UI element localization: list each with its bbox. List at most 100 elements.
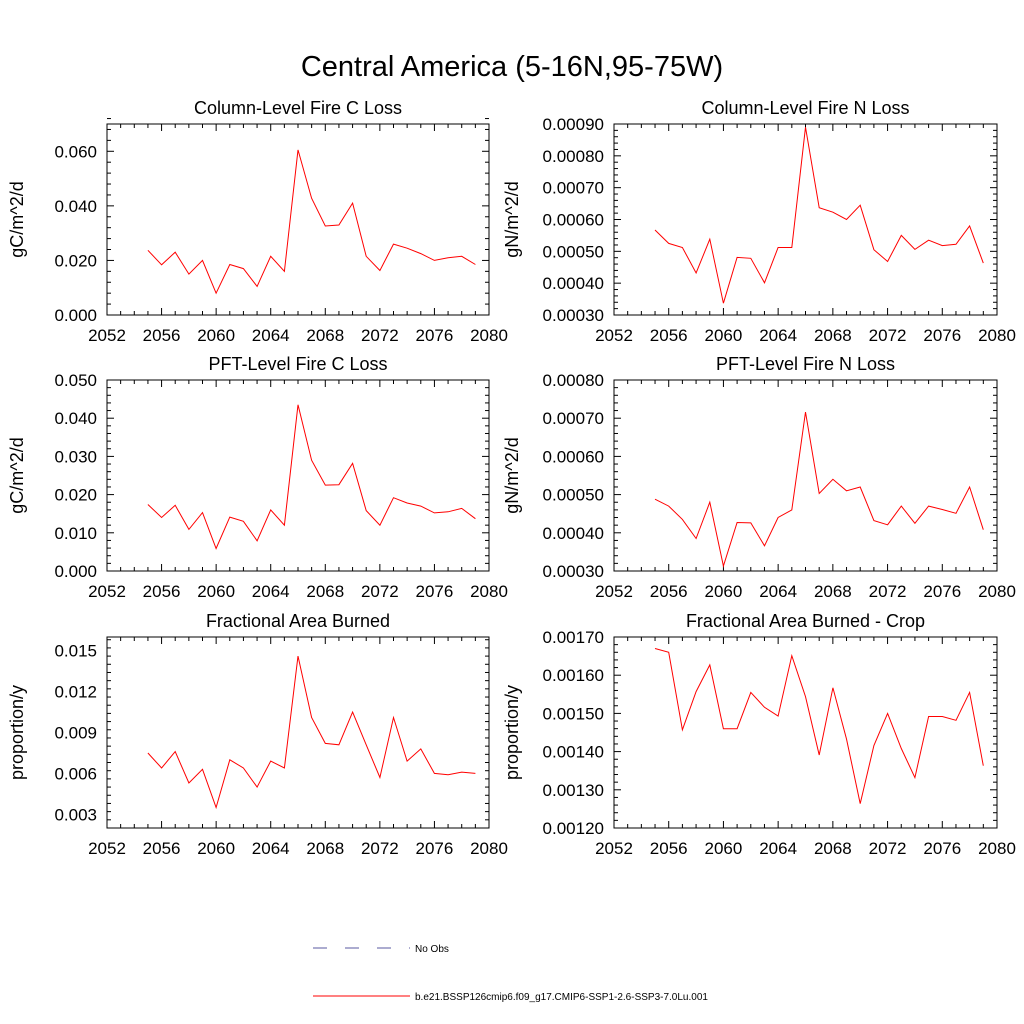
y-axis-label: proportion/y [7,685,27,780]
x-tick-label: 2080 [978,839,1016,858]
y-tick-label: 0.00060 [543,447,604,466]
x-tick-label: 2076 [923,582,961,601]
x-tick-label: 2068 [814,582,852,601]
x-tick-label: 2080 [978,326,1016,345]
series-line [654,412,984,568]
x-tick-label: 2072 [869,326,907,345]
chart-panel: Column-Level Fire C Loss gC/m^2/d 2052 2056… [7,98,508,345]
y-tick-label: 0.00130 [543,781,604,800]
y-tick-label: 0.00080 [543,147,604,166]
x-tick-label: 2060 [705,326,743,345]
x-tick-label: 2068 [306,582,344,601]
x-tick-label: 2052 [88,839,126,858]
chart-title: PFT-Level Fire C Loss [208,354,387,374]
y-tick-label: 0.050 [54,371,97,390]
x-tick-label: 2052 [88,326,126,345]
y-tick-label: 0.006 [54,764,97,783]
x-tick-label: 2052 [595,582,633,601]
y-tick-label: 0.000 [54,306,97,325]
chart-title: Column-Level Fire N Loss [701,98,909,118]
chart-panel: Fractional Area Burned - Crop proportion/… [502,611,1016,858]
series-line [654,648,984,804]
y-tick-label: 0.00140 [543,743,604,762]
y-tick-label: 0.015 [54,642,97,661]
x-tick-label: 2072 [361,582,399,601]
x-tick-label: 2080 [978,582,1016,601]
y-tick-label: 0.00050 [543,486,604,505]
y-axis-label: gN/m^2/d [502,181,522,257]
chart-title: Column-Level Fire C Loss [194,98,402,118]
y-tick-label: 0.040 [54,409,97,428]
series-line [147,149,476,295]
x-tick-label: 2068 [306,326,344,345]
x-tick-label: 2060 [705,839,743,858]
x-tick-label: 2072 [869,839,907,858]
chart-title: Fractional Area Burned [206,611,390,631]
x-tick-label: 2052 [88,582,126,601]
x-tick-label: 2056 [143,582,181,601]
x-tick-label: 2060 [197,839,235,858]
plot-frame [613,379,998,572]
y-tick-label: 0.00060 [543,211,604,230]
x-tick-label: 2068 [814,326,852,345]
y-tick-label: 0.00040 [543,274,604,293]
x-tick-label: 2072 [361,326,399,345]
x-tick-label: 2080 [470,582,508,601]
y-tick-label: 0.020 [54,251,97,270]
x-tick-label: 2076 [416,582,454,601]
y-axis-label: gC/m^2/d [7,181,27,257]
x-tick-label: 2060 [197,326,235,345]
x-tick-label: 2080 [470,839,508,858]
y-tick-label: 0.020 [54,486,97,505]
legend-model-label: b.e21.BSSP126cmip6.f09_g17.CMIP6-SSP1-2.… [415,992,708,1003]
y-tick-label: 0.00120 [543,819,604,838]
y-axis-label: gN/m^2/d [502,437,522,513]
y-tick-label: 0.003 [54,805,97,824]
y-tick-label: 0.00080 [543,371,604,390]
legend: No Obs b.e21.BSSP126cmip6.f09_g17.CMIP6-… [313,944,708,1003]
y-tick-label: 0.060 [54,142,97,161]
y-tick-label: 0.00040 [543,524,604,543]
y-axis-label: gC/m^2/d [7,437,27,513]
y-tick-label: 0.00090 [543,115,604,134]
y-tick-label: 0.010 [54,524,97,543]
y-tick-label: 0.00170 [543,628,604,647]
y-tick-label: 0.00030 [543,562,604,581]
series-line [654,127,984,304]
x-tick-label: 2052 [595,326,633,345]
x-tick-label: 2072 [869,582,907,601]
series-line [147,655,476,810]
chart-panel: PFT-Level Fire C Loss gC/m^2/d 2052 2056 206… [7,354,508,601]
y-tick-label: 0.00070 [543,179,604,198]
chart-panel: Fractional Area Burned proportion/y 2052 20… [7,611,508,858]
y-tick-label: 0.030 [54,447,97,466]
x-tick-label: 2072 [361,839,399,858]
x-tick-label: 2076 [923,839,961,858]
y-tick-label: 0.00160 [543,666,604,685]
x-tick-label: 2056 [650,326,688,345]
x-tick-label: 2076 [416,839,454,858]
plot-frame [106,636,490,829]
y-tick-label: 0.040 [54,197,97,216]
y-tick-label: 0.00030 [543,306,604,325]
plot-frame [613,123,998,316]
chart-panels: Column-Level Fire C Loss gC/m^2/d 2052 2056… [7,98,1016,858]
x-tick-label: 2060 [197,582,235,601]
x-tick-label: 2064 [759,582,797,601]
x-tick-label: 2064 [759,326,797,345]
y-axis-label: proportion/y [502,685,522,780]
page-title: Central America (5-16N,95-75W) [301,51,723,83]
x-tick-label: 2064 [252,582,290,601]
x-tick-label: 2056 [650,582,688,601]
x-tick-label: 2080 [470,326,508,345]
x-tick-label: 2056 [650,839,688,858]
y-tick-label: 0.012 [54,683,97,702]
y-tick-label: 0.000 [54,562,97,581]
chart-panel: Column-Level Fire N Loss gN/m^2/d 2052 2056… [502,98,1016,345]
x-tick-label: 2068 [306,839,344,858]
chart-title: PFT-Level Fire N Loss [716,354,895,374]
series-line [147,404,476,550]
chart-panel: PFT-Level Fire N Loss gN/m^2/d 2052 2056 206… [502,354,1016,601]
x-tick-label: 2060 [705,582,743,601]
